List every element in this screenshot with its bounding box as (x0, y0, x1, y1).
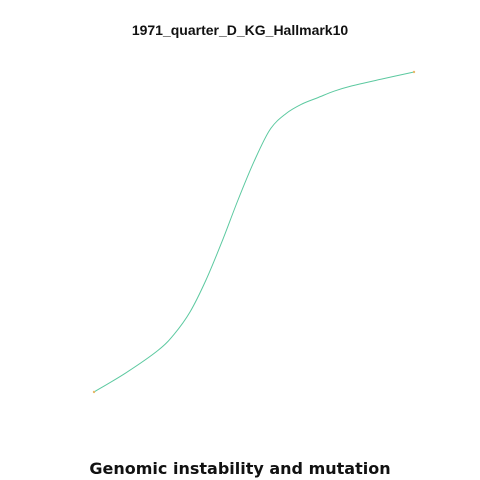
chart-title: 1971_quarter_D_KG_Hallmark10 (131, 22, 349, 38)
series-start-point (92, 390, 96, 394)
chart-caption: Genomic instability and mutation (89, 459, 391, 478)
series-line-0 (93, 71, 415, 393)
series-end-point (412, 70, 416, 74)
